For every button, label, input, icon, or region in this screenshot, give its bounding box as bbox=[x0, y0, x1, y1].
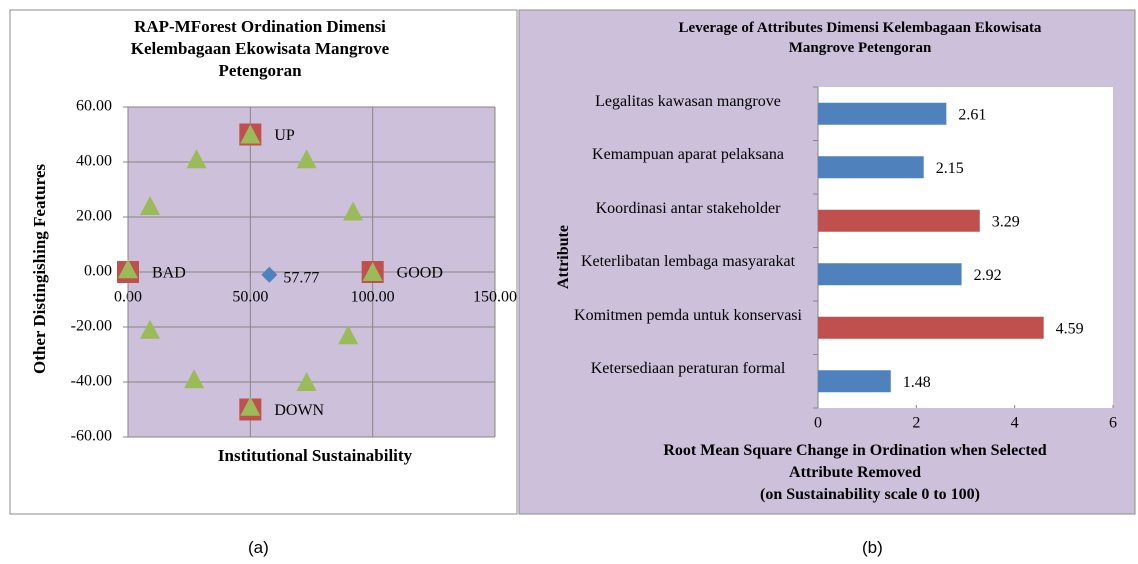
chart-title: RAP-MForest Ordination Dimensi Kelembaga… bbox=[130, 17, 390, 80]
x-tick-label: 0 bbox=[814, 415, 822, 432]
bar bbox=[818, 263, 962, 286]
chart-title: Leverage of Attributes Dimensi Kelembaga… bbox=[678, 20, 1042, 56]
triangle-marker bbox=[140, 196, 161, 215]
caption: (a) bbox=[248, 538, 269, 557]
triangle-marker bbox=[118, 259, 138, 279]
plot-area-b bbox=[818, 87, 1113, 408]
y-tick-label: -20.00 bbox=[71, 318, 112, 335]
x-tick-label: 150.00 bbox=[473, 289, 517, 306]
bar bbox=[818, 209, 980, 232]
y-tick-label: Legalitas kawasan mangrove bbox=[595, 92, 781, 110]
data-label: 2.15 bbox=[936, 160, 964, 177]
x-tick-label: 50.00 bbox=[232, 289, 268, 306]
y-tick-label: Koordinasi antar stakeholder bbox=[595, 199, 781, 217]
triangle-marker bbox=[362, 262, 383, 281]
data-label: 57.77 bbox=[283, 269, 319, 286]
triangle-marker bbox=[240, 396, 261, 416]
caption: (b) bbox=[862, 538, 883, 557]
bar bbox=[818, 370, 891, 393]
data-label: 2.92 bbox=[974, 267, 1002, 284]
triangle-marker bbox=[296, 372, 317, 391]
triangle-marker bbox=[343, 201, 364, 221]
triangle-marker bbox=[240, 124, 261, 144]
data-label: 1.48 bbox=[903, 374, 931, 391]
y-tick-label: 60.00 bbox=[76, 98, 112, 115]
bar bbox=[818, 156, 924, 179]
x-axis-label: Root Mean Square Change in Ordination wh… bbox=[663, 442, 1047, 481]
triangle-marker bbox=[296, 149, 317, 169]
x-tick-label: 100.00 bbox=[351, 289, 395, 306]
data-label: 2.61 bbox=[958, 106, 986, 123]
data-label: 3.29 bbox=[992, 213, 1020, 230]
point-label: DOWN bbox=[274, 402, 324, 419]
bar bbox=[818, 102, 947, 125]
y-tick-label: Keterlibatan lembaga masyarakat bbox=[580, 253, 796, 271]
y-tick-label: Komitmen pemda untuk konservasi bbox=[574, 306, 802, 324]
x-tick-label: 2 bbox=[912, 415, 920, 432]
x-tick-label: 4 bbox=[1011, 415, 1019, 432]
triangle-marker bbox=[338, 325, 359, 345]
bar bbox=[818, 316, 1044, 339]
y-tick-label: 0.00 bbox=[84, 263, 112, 280]
x-tick-label: 6 bbox=[1109, 415, 1117, 432]
x-axis-label: Institutional Sustainability bbox=[217, 446, 413, 465]
point-label: UP bbox=[274, 127, 295, 144]
data-label: 4.59 bbox=[1056, 320, 1084, 337]
y-tick-label: 40.00 bbox=[76, 153, 112, 170]
y-tick-label: Kemampuan aparat pelaksana bbox=[592, 146, 784, 164]
point-label: GOOD bbox=[397, 265, 443, 282]
diamond-marker bbox=[261, 266, 278, 283]
triangle-marker bbox=[184, 369, 205, 389]
y-axis-label: Other Distingishing Features bbox=[30, 164, 49, 374]
y-tick-label: -60.00 bbox=[71, 428, 112, 445]
y-tick-label: Ketersediaan peraturan formal bbox=[590, 360, 786, 378]
point-label: BAD bbox=[152, 265, 186, 282]
y-axis-label: Attribute bbox=[555, 225, 572, 289]
x-axis-label: (on Sustainability scale 0 to 100) bbox=[759, 486, 980, 503]
triangle-marker bbox=[140, 319, 161, 339]
y-tick-label: 20.00 bbox=[76, 208, 112, 225]
triangle-marker bbox=[186, 149, 207, 169]
y-tick-label: -40.00 bbox=[71, 373, 112, 390]
